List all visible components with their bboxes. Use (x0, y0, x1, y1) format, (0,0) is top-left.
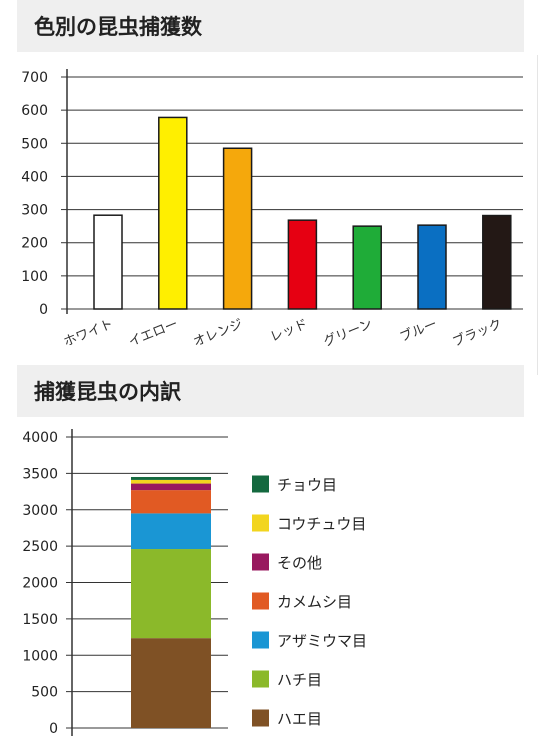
y-tick-label: 2000 (22, 576, 58, 592)
divider (537, 55, 538, 375)
y-tick-label: 600 (21, 103, 48, 119)
legend-swatch (252, 475, 269, 493)
legend-swatch (252, 553, 269, 571)
bar-7 (482, 214, 512, 310)
y-tick-label: 1500 (22, 612, 58, 628)
y-tick-label: 0 (39, 302, 48, 318)
x-tick-label: オレンジ (191, 317, 245, 350)
x-tick-label: ホワイト (62, 317, 116, 350)
stacked-segment-5 (131, 483, 211, 491)
stacked-bar-chart-breakdown: 0 500 1000 1500 2000 2500 3000 3500 4000 チョウ目コウチュ… (22, 429, 367, 737)
x-tick-label: ブラック (450, 316, 504, 350)
stacked-segment-1 (131, 638, 211, 728)
y-tick-label: 500 (21, 136, 48, 152)
legend-label: チョウ目 (277, 476, 337, 494)
bar-1 (93, 214, 123, 310)
y-tick-label: 4000 (22, 430, 58, 446)
y-tick-label: 2500 (22, 539, 58, 555)
bar-4 (287, 219, 318, 310)
y-tick-label: 400 (21, 169, 48, 185)
bar-3 (222, 147, 253, 310)
bar-5 (352, 225, 382, 310)
legend-label: コウチュウ目 (277, 515, 366, 533)
x-tick-label: グリーン (321, 317, 374, 350)
y-tick-label: 3500 (22, 466, 58, 482)
legend-label: アザミウマ目 (277, 632, 367, 650)
y-tick-label: 0 (49, 721, 58, 737)
stacked-segment-4 (131, 490, 211, 514)
legend-swatch (252, 709, 269, 727)
legend-label: ハチ目 (277, 671, 322, 689)
x-tick-label: レッド (268, 317, 310, 346)
stacked-segment-2 (131, 549, 211, 639)
y-tick-label: 200 (21, 236, 48, 252)
y-tick-label: 300 (21, 203, 48, 219)
legend-swatch (252, 631, 269, 649)
y-tick-label: 700 (21, 70, 48, 86)
y-tick-label: 1000 (22, 648, 58, 664)
y-tick-label: 3000 (22, 503, 58, 519)
legend-swatch (252, 514, 269, 532)
legend-label: その他 (277, 554, 322, 572)
stacked-segment-6 (131, 479, 211, 484)
legend-swatch (252, 592, 269, 610)
bar-6 (417, 224, 447, 310)
stacked-segment-7 (131, 477, 211, 480)
legend-swatch (252, 670, 269, 688)
x-tick-label: ブルー (397, 316, 439, 345)
stacked-segment-3 (131, 513, 211, 550)
chart2-title: 捕獲昆虫の内訳 (17, 365, 524, 417)
y-tick-label: 500 (31, 685, 58, 701)
bar-chart-by-color: 0 100 200 300 400 500 600 700 ホワイト イエロー オレンジ レッド グリー… (21, 69, 523, 350)
chart1-title: 色別の昆虫捕獲数 (17, 0, 524, 52)
x-tick-label: イエロー (127, 317, 181, 350)
y-tick-label: 100 (21, 269, 48, 285)
legend-label: カメムシ目 (277, 593, 352, 611)
legend-label: ハエ目 (277, 710, 322, 728)
bar-2 (158, 116, 188, 310)
